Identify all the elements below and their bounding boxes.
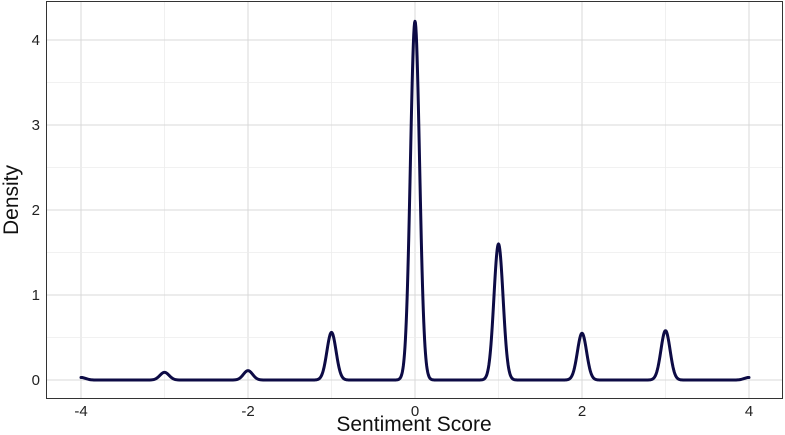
x-tick-label: -2 bbox=[241, 403, 254, 420]
y-tick-label: 4 bbox=[32, 32, 40, 49]
y-tick-label: 1 bbox=[32, 287, 40, 304]
y-tick-label: 0 bbox=[32, 372, 40, 389]
series-layer bbox=[79, 19, 751, 382]
y-axis-title: Density bbox=[0, 164, 23, 235]
grid bbox=[47, 2, 782, 398]
y-tick-label: 3 bbox=[32, 117, 40, 134]
x-axis-title: Sentiment Score bbox=[336, 413, 491, 435]
x-tick-label: 0 bbox=[411, 403, 419, 420]
x-axis-ticks: -4 -2 0 2 4 bbox=[74, 403, 753, 420]
y-axis-ticks: 0 1 2 3 4 bbox=[32, 32, 40, 389]
x-tick-label: -4 bbox=[74, 403, 87, 420]
y-tick-label: 2 bbox=[32, 202, 40, 219]
density-line bbox=[79, 19, 751, 382]
plot-border bbox=[46, 1, 783, 399]
x-tick-label: 2 bbox=[578, 403, 586, 420]
x-tick-label: 4 bbox=[745, 403, 753, 420]
